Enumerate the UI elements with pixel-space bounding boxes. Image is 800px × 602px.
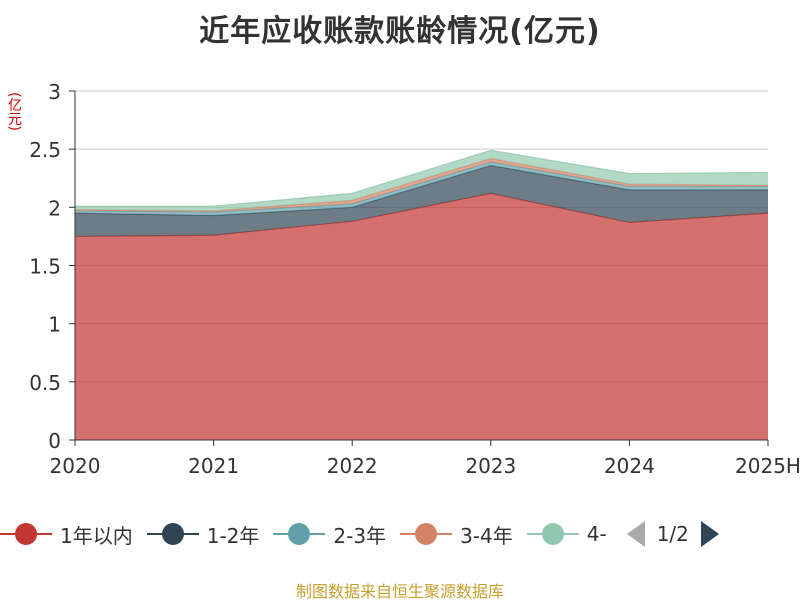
legend-label: 2-3年 [333, 523, 387, 548]
legend-item-2[interactable]: 1-2年 [146, 520, 260, 549]
y-axis-unit: (亿元) [6, 92, 22, 131]
y-tick-label: 0.5 [29, 371, 61, 395]
y-tick-label: 1.5 [29, 255, 61, 279]
chart-title: 近年应收账款账龄情况(亿元) [199, 14, 601, 49]
area-series-2 [75, 165, 768, 237]
x-tick-label: 2022 [327, 454, 378, 478]
legend-marker-icon [400, 523, 453, 545]
x-tick-label: 2020 [50, 454, 101, 478]
y-tick-label: 0 [48, 429, 61, 453]
legend-item-3[interactable]: 2-3年 [273, 520, 386, 549]
area-series-4 [75, 158, 768, 212]
x-tick-label: 2021 [188, 454, 239, 478]
y-tick-label: 1 [48, 313, 61, 337]
legend-marker-icon [0, 523, 52, 545]
y-tick-label: 3 [48, 80, 61, 104]
legend-label: 1年以内 [60, 523, 133, 548]
legend-label: 1-2年 [206, 523, 260, 548]
y-tick-label: 2 [48, 196, 61, 220]
area-chart: 0 0.5 1 1.5 2 2.5 3 2020 2021 2022 2023 2024 2025H [29, 80, 800, 478]
y-tick-label: 2.5 [29, 138, 61, 162]
legend-marker-icon [146, 523, 199, 545]
legend-marker-icon [526, 523, 579, 545]
series-line-5 [75, 149, 769, 207]
legend-label: 4- [586, 522, 607, 546]
area-series-3 [75, 161, 768, 216]
area-series-1 [75, 193, 768, 440]
legend-item-4[interactable]: 3-4年 [400, 520, 513, 549]
area-series-5 [75, 150, 768, 211]
x-tick-label: 2023 [465, 454, 516, 478]
legend-next-icon[interactable] [699, 519, 721, 549]
legend-item-1[interactable]: 1年以内 [0, 520, 133, 549]
legend-page-indicator: 1/2 [656, 522, 689, 546]
legend-prev-icon[interactable] [625, 519, 647, 549]
data-source-note: 制图数据来自恒生聚源数据库 [295, 582, 504, 601]
x-tick-label: 2024 [604, 454, 655, 478]
legend-items: 1年以内 1-2年 2-3年 3-4年 4- [0, 520, 621, 549]
legend-pager: 1/2 [625, 519, 721, 549]
legend-item-5[interactable]: 4- [526, 522, 607, 546]
legend: 1年以内 1-2年 2-3年 3-4年 4- 1/2 [0, 516, 721, 552]
legend-label: 3-4年 [460, 523, 513, 548]
legend-marker-icon [273, 523, 326, 545]
x-tick-label: 2025H [735, 454, 800, 478]
